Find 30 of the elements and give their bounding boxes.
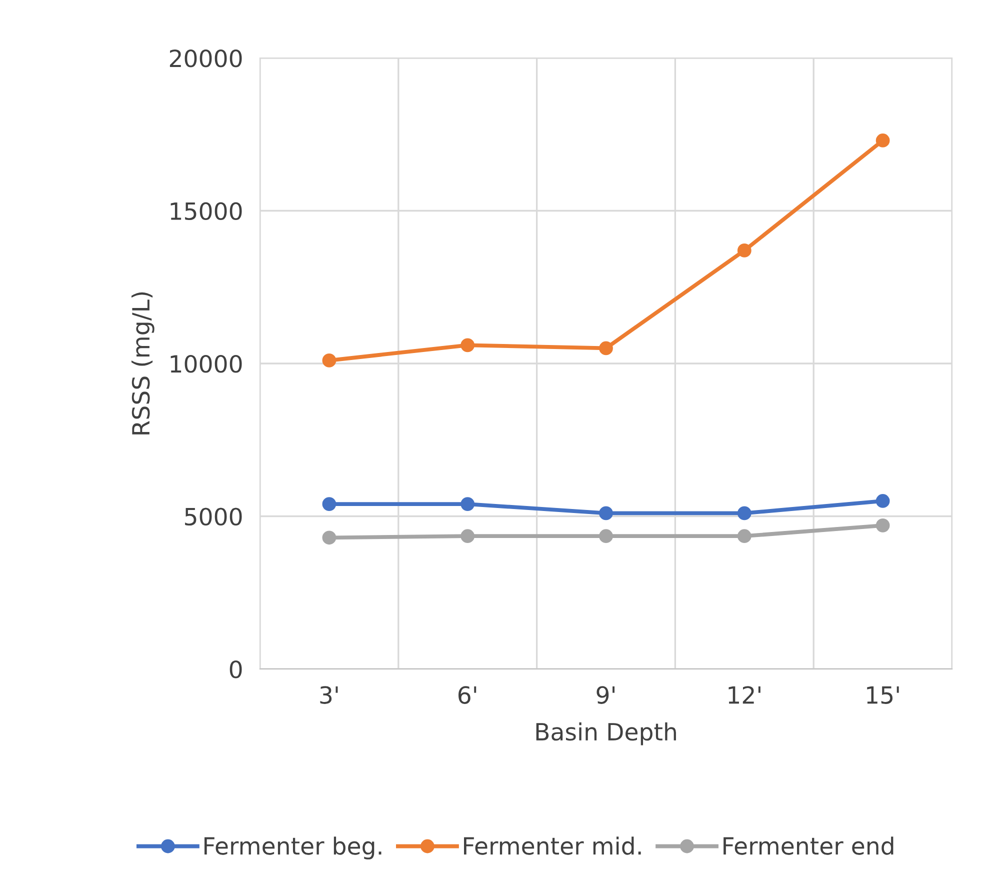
x-tick-label: 15' [867, 686, 899, 704]
legend-label: Fermenter mid. [464, 836, 641, 855]
y-tick-label: 20000 [170, 49, 242, 68]
point [876, 494, 890, 508]
point [876, 134, 890, 148]
point [460, 338, 475, 352]
y-axis-title: RSSS (mg/L) [132, 292, 154, 434]
point [322, 497, 336, 511]
x-tick-label: 9' [596, 686, 614, 704]
x-tick-label: 12' [728, 686, 760, 704]
legend-label: Fermenter end [724, 836, 894, 855]
point [460, 529, 475, 544]
point [599, 341, 613, 356]
y-tick-label: 0 [230, 660, 242, 678]
point [599, 506, 613, 520]
point [737, 529, 752, 544]
point [599, 529, 613, 544]
x-tick-label: 6' [458, 686, 476, 704]
y-tick-label: 5000 [185, 508, 242, 526]
point [322, 530, 336, 545]
legend-label: Fermenter beg. [204, 836, 382, 860]
point [737, 244, 752, 258]
point [876, 518, 890, 532]
y-tick-label: 10000 [170, 354, 242, 373]
y-tick-label: 15000 [170, 202, 242, 220]
point [737, 506, 752, 520]
point [460, 497, 475, 511]
x-axis-title: Basin Depth [536, 722, 676, 746]
x-tick-label: 3' [320, 686, 338, 704]
point [322, 354, 336, 368]
